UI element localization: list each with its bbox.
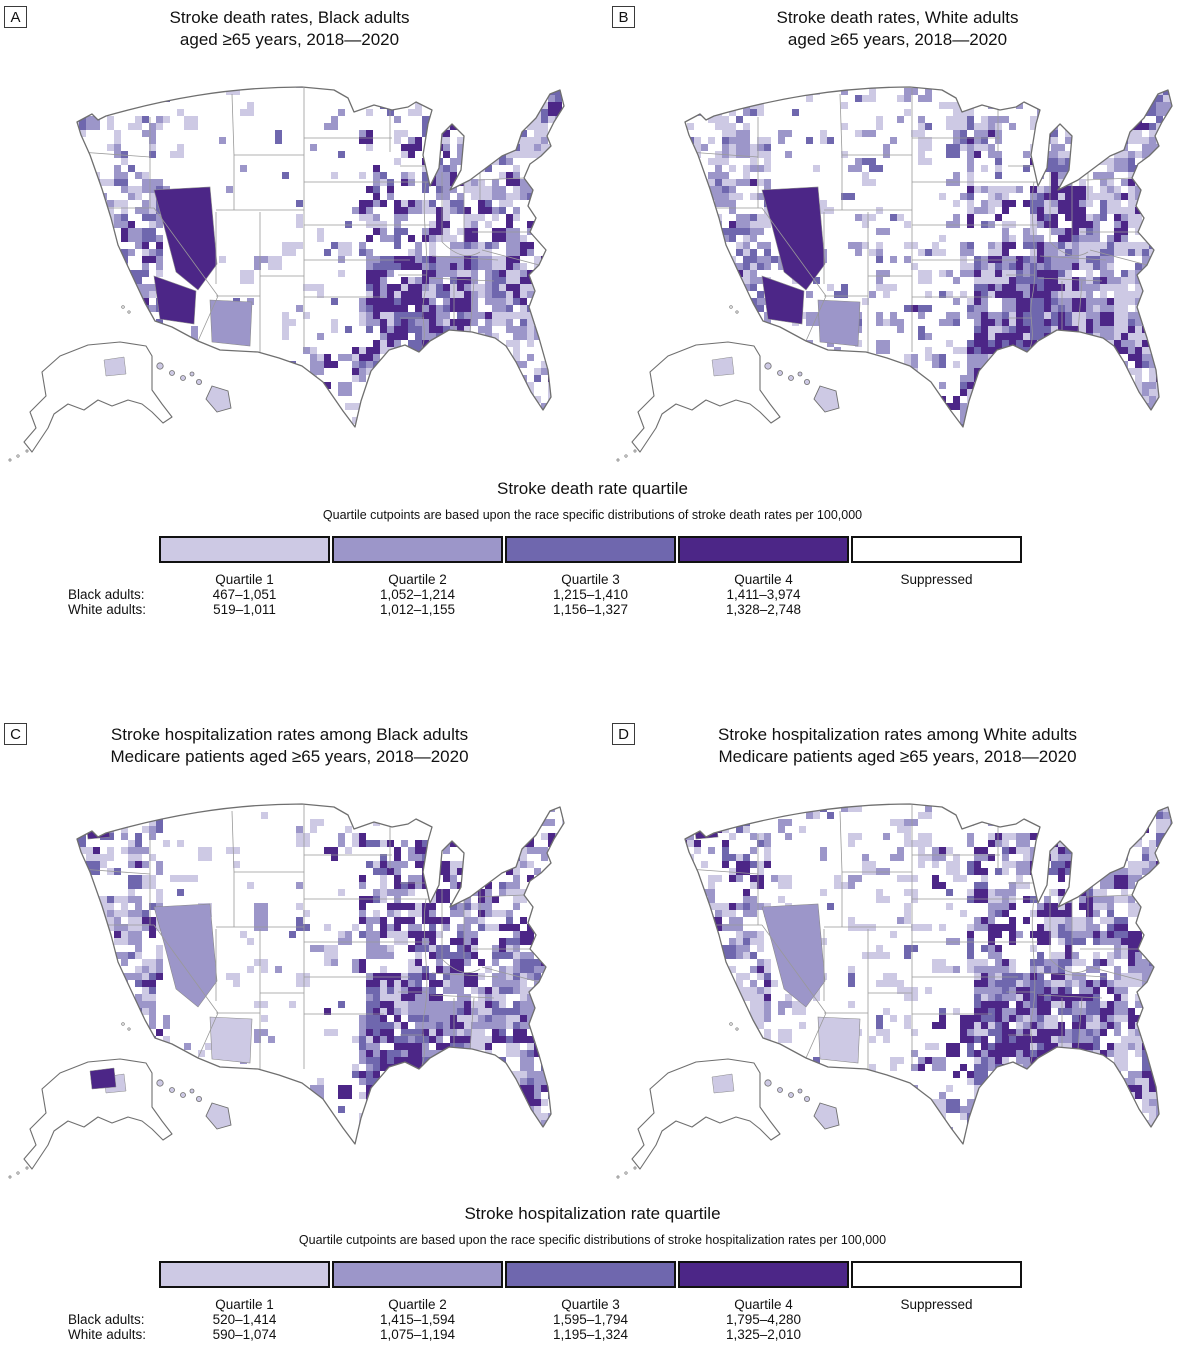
legend-death-grid: Quartile 1 Quartile 2 Quartile 3 Quartil… (40, 536, 1185, 617)
choropleth-map-death-white (610, 60, 1185, 465)
panel-d-title-line2: Medicare patients aged ≥65 years, 2018—2… (718, 747, 1077, 767)
panel-d-header: D Stroke hospitalization rates among Whi… (610, 721, 1185, 777)
choropleth-map-hospitalization-white (610, 777, 1185, 1182)
quartile3-label: Quartile 3 (561, 572, 620, 587)
quartile4-label: Quartile 4 (734, 572, 793, 587)
quartile2-swatch (332, 536, 503, 563)
white-q1-range: 519–1,011 (213, 602, 276, 617)
panel-b-title-line1: Stroke death rates, White adults (776, 8, 1019, 27)
panel-d-title: Stroke hospitalization rates among White… (610, 721, 1185, 768)
swatch-cell-q4 (677, 536, 850, 566)
choropleth-map-hospitalization-black (2, 777, 577, 1182)
choropleth-map-death-black (2, 60, 577, 465)
panel-a-title: Stroke death rates, Black adults aged ≥6… (2, 4, 577, 51)
white-q4-range: 1,325–2,010 (725, 1327, 802, 1342)
panel-b-letter-badge: B (612, 6, 635, 28)
suppressed-label: Suppressed (900, 572, 973, 587)
panel-b-title-line2: aged ≥65 years, 2018—2020 (787, 30, 1008, 50)
panel-c-title-line1: Stroke hospitalization rates among Black… (110, 725, 469, 744)
swatch-cell-suppressed (850, 1261, 1023, 1291)
quartile1-swatch (159, 1261, 330, 1288)
panel-a-title-line1: Stroke death rates, Black adults (169, 8, 410, 27)
quartile1-swatch (159, 536, 330, 563)
panel-a-title-line2: aged ≥65 years, 2018—2020 (179, 30, 400, 50)
quartile3-label: Quartile 3 (561, 1297, 620, 1312)
legend-hosp-grid: Quartile 1 Quartile 2 Quartile 3 Quartil… (40, 1261, 1185, 1342)
white-q2-range: 1,075–1,194 (379, 1327, 456, 1342)
black-q4-range: 1,411–3,974 (726, 587, 801, 602)
quartile1-label: Quartile 1 (215, 572, 274, 587)
maps-row-hospitalization: C Stroke hospitalization rates among Bla… (0, 721, 1185, 1182)
quartile2-swatch (332, 1261, 503, 1288)
suppressed-swatch (851, 536, 1022, 563)
quartile2-label: Quartile 2 (388, 1297, 447, 1312)
quartile4-swatch (678, 536, 849, 563)
swatch-cell-q2 (331, 536, 504, 566)
swatch-cell-suppressed (850, 536, 1023, 566)
quartile4-swatch (678, 1261, 849, 1288)
black-adults-row-label: Black adults: (68, 1312, 145, 1327)
legend-spacer (40, 1261, 158, 1291)
quartile4-label: Quartile 4 (734, 1297, 793, 1312)
swatch-cell-q1 (158, 536, 331, 566)
quartile3-swatch (505, 536, 676, 563)
white-q2-range: 1,012–1,155 (379, 602, 456, 617)
white-adults-row-label: White adults: (68, 1327, 147, 1342)
quartile1-label: Quartile 1 (215, 1297, 274, 1312)
black-adults-row-label: Black adults: (68, 587, 145, 602)
swatch-cell-q1 (158, 1261, 331, 1291)
panel-c-title-line2: Medicare patients aged ≥65 years, 2018—2… (110, 747, 469, 767)
panel-b: B Stroke death rates, White adults aged … (610, 4, 1185, 465)
white-adults-row-label: White adults: (68, 602, 147, 617)
black-q3-range: 1,595–1,794 (552, 1312, 629, 1327)
legend-death-rate: Stroke death rate quartile Quartile cutp… (0, 479, 1185, 617)
panel-a: A Stroke death rates, Black adults aged … (2, 4, 577, 465)
panel-c-title: Stroke hospitalization rates among Black… (2, 721, 577, 768)
black-q2-range: 1,052–1,214 (379, 587, 456, 602)
panel-a-letter-badge: A (4, 6, 27, 28)
legend-death-subtitle: Quartile cutpoints are based upon the ra… (322, 508, 863, 522)
us-choropleth-svg (616, 86, 1173, 462)
panel-d: D Stroke hospitalization rates among Whi… (610, 721, 1185, 1182)
legend-hospitalization-rate: Stroke hospitalization rate quartile Qua… (0, 1204, 1185, 1342)
swatch-cell-q3 (504, 536, 677, 566)
white-q4-range: 1,328–2,748 (725, 602, 802, 617)
panel-a-header: A Stroke death rates, Black adults aged … (2, 4, 577, 60)
panel-c: C Stroke hospitalization rates among Bla… (2, 721, 577, 1182)
suppressed-label: Suppressed (900, 1297, 973, 1312)
panel-d-letter-badge: D (612, 723, 635, 745)
legend-hosp-subtitle: Quartile cutpoints are based upon the ra… (298, 1233, 887, 1247)
legend-hosp-title: Stroke hospitalization rate quartile (464, 1204, 721, 1223)
swatch-cell-q2 (331, 1261, 504, 1291)
black-q1-range: 520–1,414 (212, 1312, 277, 1327)
quartile2-label: Quartile 2 (388, 572, 447, 587)
white-q1-range: 590–1,074 (212, 1327, 277, 1342)
us-choropleth-svg (8, 86, 565, 462)
legend-death-title: Stroke death rate quartile (497, 479, 688, 498)
white-q3-range: 1,156–1,327 (552, 602, 629, 617)
panel-c-header: C Stroke hospitalization rates among Bla… (2, 721, 577, 777)
panel-b-header: B Stroke death rates, White adults aged … (610, 4, 1185, 60)
legend-spacer (40, 536, 158, 566)
vertical-spacer (0, 617, 1185, 717)
panel-d-title-line1: Stroke hospitalization rates among White… (717, 725, 1078, 744)
black-q4-range: 1,795–4,280 (725, 1312, 802, 1327)
swatch-cell-q4 (677, 1261, 850, 1291)
quartile3-swatch (505, 1261, 676, 1288)
panel-b-title: Stroke death rates, White adults aged ≥6… (610, 4, 1185, 51)
black-q3-range: 1,215–1,410 (552, 587, 629, 602)
panel-c-letter-badge: C (4, 723, 27, 745)
suppressed-swatch (851, 1261, 1022, 1288)
us-choropleth-svg (616, 803, 1173, 1179)
white-q3-range: 1,195–1,324 (552, 1327, 629, 1342)
black-q2-range: 1,415–1,594 (379, 1312, 456, 1327)
swatch-cell-q3 (504, 1261, 677, 1291)
maps-row-death: A Stroke death rates, Black adults aged … (0, 4, 1185, 465)
us-choropleth-svg (8, 803, 565, 1179)
black-q1-range: 467–1,051 (212, 587, 277, 602)
